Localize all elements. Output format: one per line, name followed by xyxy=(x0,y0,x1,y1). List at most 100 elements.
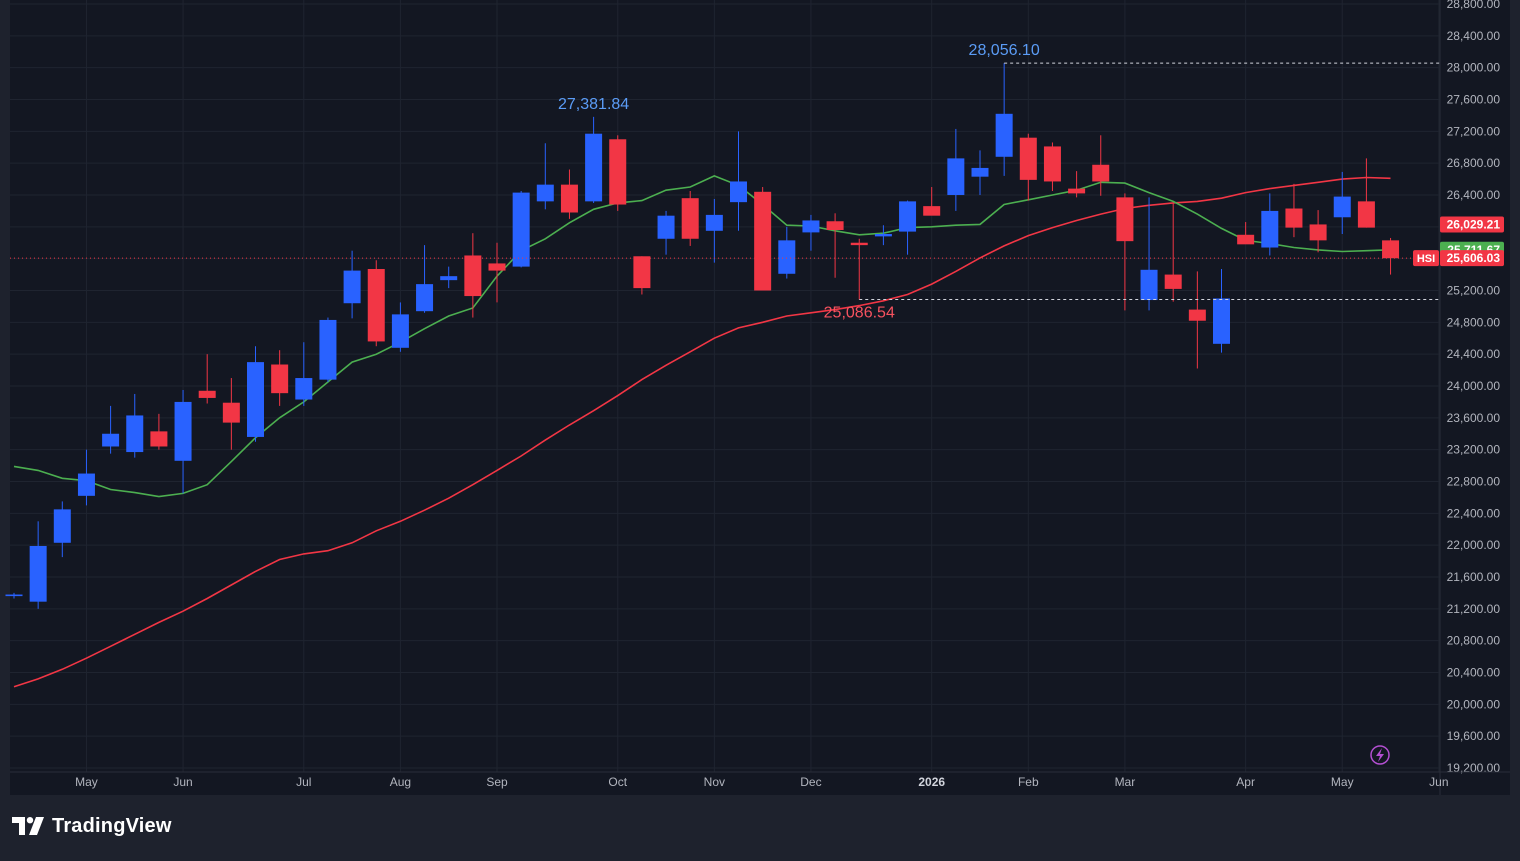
candle-body xyxy=(899,201,917,232)
price-tick-label: 19,600.00 xyxy=(1447,729,1501,743)
price-tick-label: 21,200.00 xyxy=(1447,602,1501,616)
tradingview-logo[interactable]: TradingView xyxy=(12,812,172,840)
candle-body xyxy=(488,263,506,271)
candle xyxy=(1164,202,1182,302)
chart-pane[interactable] xyxy=(10,0,1510,795)
time-axis[interactable]: May Jun Jul Aug Sep Oct Nov Dec 2026 Feb Mar Apr May… xyxy=(10,771,1510,789)
candle-body xyxy=(971,167,989,177)
price-badge-value: 26,029.21 xyxy=(1447,217,1501,231)
candle-body xyxy=(1261,210,1279,248)
candle-body xyxy=(343,270,361,304)
candle xyxy=(1261,193,1279,256)
candle xyxy=(464,233,482,318)
price-badge: 26,029.21 xyxy=(1440,216,1504,233)
price-tick-label: 24,400.00 xyxy=(1447,347,1501,361)
candle xyxy=(536,143,554,210)
last-price-value: 25,606.03 xyxy=(1447,251,1501,265)
price-tick-label: 22,000.00 xyxy=(1447,538,1501,552)
moving-average-short-line xyxy=(13,175,1391,498)
candle-body xyxy=(391,314,409,348)
candle xyxy=(560,169,578,219)
low-label: 25,086.54 xyxy=(824,305,895,322)
moving-averages xyxy=(13,175,1391,688)
candle-body xyxy=(705,214,723,231)
candle xyxy=(440,266,458,289)
price-tick-label: 28,800.00 xyxy=(1447,0,1501,11)
time-tick-label: Oct xyxy=(608,775,627,789)
candle-body xyxy=(247,362,264,437)
candle xyxy=(585,116,603,203)
candle-body xyxy=(1140,269,1158,301)
candle-body xyxy=(826,221,844,231)
candle xyxy=(5,592,23,599)
candle-body xyxy=(5,594,23,597)
candle-body xyxy=(1309,224,1327,241)
time-tick-label: Apr xyxy=(1236,775,1255,789)
high-label: 28,056.10 xyxy=(969,42,1040,59)
candle-body xyxy=(102,433,120,447)
candle-body xyxy=(536,184,554,202)
candle xyxy=(247,346,264,442)
candle-body xyxy=(633,256,651,289)
candle xyxy=(609,135,627,211)
symbol-label: HSI xyxy=(1417,253,1435,265)
lightning-icon[interactable] xyxy=(1370,745,1390,765)
candle xyxy=(271,350,289,406)
time-tick-label: Sep xyxy=(486,775,508,789)
candle xyxy=(633,256,651,295)
time-tick-label: Dec xyxy=(800,775,821,789)
candle xyxy=(174,389,192,494)
moving-average-long-line xyxy=(13,176,1391,688)
price-annotations: 27,381.84 28,056.10 25,086.54 xyxy=(558,42,1040,321)
candle-body xyxy=(802,220,820,233)
candle xyxy=(198,354,216,404)
candle xyxy=(923,187,941,216)
time-tick-label: Feb xyxy=(1018,775,1039,789)
price-tick-label: 21,600.00 xyxy=(1447,570,1501,584)
time-tick-label: Nov xyxy=(704,775,725,789)
candle xyxy=(1043,142,1061,192)
last-price-box xyxy=(1440,250,1504,267)
candle-body xyxy=(1333,196,1351,218)
candle xyxy=(1092,135,1110,196)
candle xyxy=(102,405,120,454)
price-tick-label: 28,000.00 xyxy=(1447,61,1501,75)
candle-body xyxy=(754,191,772,291)
candle-body xyxy=(560,184,578,213)
candle xyxy=(947,128,965,211)
candle-body xyxy=(174,401,192,461)
candle xyxy=(488,242,506,303)
candle-body xyxy=(440,276,458,281)
candle xyxy=(343,250,361,319)
candle xyxy=(899,200,917,255)
candle-body xyxy=(1285,208,1303,228)
candles xyxy=(5,63,1400,609)
candle xyxy=(1116,193,1134,311)
price-badge-box xyxy=(1440,216,1504,233)
candle xyxy=(1333,171,1351,234)
candle-body xyxy=(1357,201,1375,228)
time-tick-label: May xyxy=(1331,775,1354,789)
candle-body xyxy=(1043,146,1061,182)
candle xyxy=(367,260,385,347)
candle-body xyxy=(1213,298,1230,344)
time-tick-label: Jul xyxy=(296,775,311,789)
candle xyxy=(1237,222,1255,245)
candle xyxy=(53,501,71,558)
candle xyxy=(512,191,530,268)
candle-body xyxy=(222,402,240,423)
candle-body xyxy=(609,139,627,205)
candle xyxy=(1019,133,1037,201)
candle-body xyxy=(874,233,892,237)
candle xyxy=(126,393,144,458)
candle-body xyxy=(1092,164,1110,182)
time-tick-label: 2026 xyxy=(918,775,945,789)
extreme-guides xyxy=(10,62,1440,301)
candle-body xyxy=(126,415,144,453)
candle-body xyxy=(53,509,71,543)
candle-body xyxy=(512,192,530,267)
price-tick-label: 22,400.00 xyxy=(1447,506,1501,520)
